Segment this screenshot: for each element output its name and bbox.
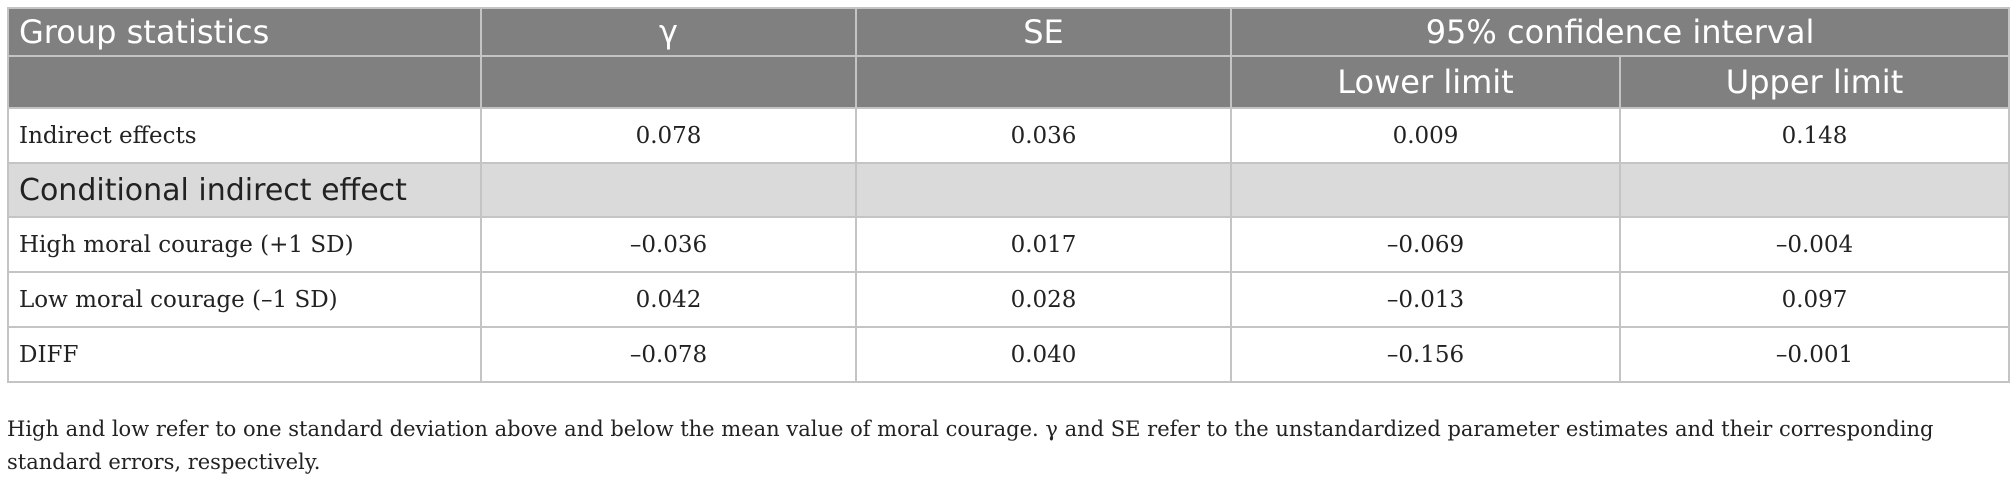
lower-limit-value: –0.013 [1230,271,1621,328]
se-value: 0.028 [855,271,1232,328]
se-value: 0.040 [855,326,1232,383]
section-empty-cell [1618,162,2011,218]
lower-limit-value: –0.069 [1230,216,1621,273]
table-footnote: High and low refer to one standard devia… [7,417,1934,474]
group-statistics-table: Group statistics γ SE 95% confidence int… [7,7,2011,383]
upper-limit-value: –0.004 [1618,216,2011,273]
header-row-1: Group statistics γ SE 95% confidence int… [7,7,2011,57]
se-value: 0.017 [855,216,1232,273]
gamma-value: –0.036 [480,216,857,273]
statistics-table-container: Group statistics γ SE 95% confidence int… [7,7,2011,383]
section-row: Conditional indirect effect [7,162,2011,218]
section-empty-cell [480,162,857,218]
header-lower-limit: Lower limit [1230,55,1621,109]
table-row: High moral courage (+1 SD) –0.036 0.017 … [7,216,2011,273]
header-empty-cell [7,55,482,109]
header-group-statistics: Group statistics [7,7,482,57]
header-row-2: Lower limit Upper limit [7,55,2011,109]
row-label: DIFF [7,326,482,383]
table-header: Group statistics γ SE 95% confidence int… [7,7,2011,109]
row-label: Low moral courage (–1 SD) [7,271,482,328]
table-row: Low moral courage (–1 SD) 0.042 0.028 –0… [7,271,2011,328]
table-row: DIFF –0.078 0.040 –0.156 –0.001 [7,326,2011,383]
header-gamma: γ [480,7,857,57]
gamma-value: 0.042 [480,271,857,328]
upper-limit-value: 0.097 [1618,271,2011,328]
se-value: 0.036 [855,107,1232,164]
lower-limit-value: 0.009 [1230,107,1621,164]
row-label: Indirect effects [7,107,482,164]
header-empty-cell [480,55,857,109]
header-se: SE [855,7,1232,57]
section-empty-cell [855,162,1232,218]
row-label: High moral courage (+1 SD) [7,216,482,273]
lower-limit-value: –0.156 [1230,326,1621,383]
header-empty-cell [855,55,1232,109]
section-label: Conditional indirect effect [7,162,482,218]
gamma-value: 0.078 [480,107,857,164]
upper-limit-value: –0.001 [1618,326,2011,383]
table-row: Indirect effects 0.078 0.036 0.009 0.148 [7,107,2011,164]
header-upper-limit: Upper limit [1618,55,2011,109]
upper-limit-value: 0.148 [1618,107,2011,164]
gamma-value: –0.078 [480,326,857,383]
header-confidence-interval: 95% confidence interval [1229,7,2011,57]
table-body: Indirect effects 0.078 0.036 0.009 0.148… [7,107,2011,383]
section-empty-cell [1230,162,1621,218]
